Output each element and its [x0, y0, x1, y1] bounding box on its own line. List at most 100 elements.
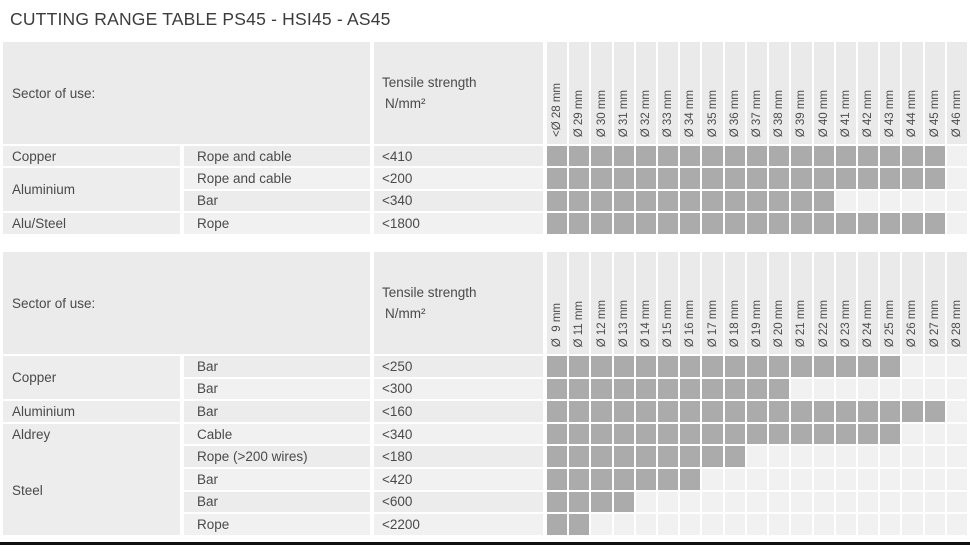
diameter-label: Ø 36 mm — [728, 89, 741, 137]
diameter-column-header: Ø 17 mm — [702, 252, 723, 354]
range-cell-filled — [902, 168, 923, 189]
diameter-column-header: Ø 40 mm — [813, 42, 834, 144]
range-cell-empty — [946, 378, 967, 400]
range-cell-filled — [746, 213, 768, 234]
diameter-label: Ø 9 mm — [551, 302, 564, 347]
range-cell-empty — [924, 468, 945, 490]
range-cell-filled — [658, 146, 679, 167]
range-cell-empty — [902, 446, 923, 467]
range-cell-empty — [791, 378, 812, 400]
range-cell-empty — [835, 514, 856, 535]
range-cell-empty — [924, 190, 945, 212]
range-row — [547, 376, 967, 400]
diameter-label: Ø 26 mm — [906, 299, 919, 347]
range-cell-empty — [613, 514, 634, 535]
diameter-column-header: Ø 42 mm — [857, 42, 879, 144]
range-cell-empty — [746, 446, 768, 467]
material-cell: Copper — [3, 354, 180, 400]
range-cell-empty — [880, 378, 901, 400]
range-cell-filled — [880, 146, 901, 167]
range-cell-empty — [769, 468, 790, 490]
range-cell-filled — [613, 446, 634, 467]
diameter-column-header: Ø 33 mm — [658, 42, 679, 144]
range-cell-filled — [680, 378, 701, 400]
range-cell-filled — [769, 401, 790, 422]
range-cell-empty — [791, 491, 812, 513]
range-cell-filled — [702, 423, 723, 445]
material-column: Copper Aluminium Aldrey Steel — [3, 354, 180, 535]
range-cell-empty — [857, 190, 879, 212]
range-cell-filled — [702, 168, 723, 189]
range-cell-filled — [613, 468, 634, 490]
sector-of-use-header: Sector of use: — [3, 42, 370, 144]
diameter-label: Ø 23 mm — [839, 299, 852, 347]
range-cell-filled — [902, 146, 923, 167]
range-cell-filled — [835, 423, 856, 445]
range-cell-filled — [569, 378, 590, 400]
diameter-column-header: Ø 25 mm — [880, 252, 901, 354]
range-cell-empty — [880, 514, 901, 535]
range-cell-filled — [613, 491, 634, 513]
tensile-strength-cell: <200 — [374, 166, 543, 189]
range-cell-filled — [658, 378, 679, 400]
table-header: Sector of use: Tensile strength N/mm² Ø … — [3, 252, 967, 354]
diameter-label: Ø 19 mm — [750, 299, 763, 347]
type-cell: Bar — [184, 466, 370, 490]
diameter-label: Ø 22 mm — [817, 299, 830, 347]
range-cell-filled — [746, 378, 768, 400]
range-row — [547, 444, 967, 467]
range-cell-empty — [946, 401, 967, 422]
range-cell-filled — [547, 468, 568, 490]
range-cell-empty — [857, 514, 879, 535]
range-cell-filled — [591, 446, 612, 467]
range-cell-empty — [857, 446, 879, 467]
range-cell-empty — [835, 190, 856, 212]
type-cell: Bar — [184, 399, 370, 422]
tensile-strength-cell: <420 — [374, 466, 543, 490]
material-label: Alu/Steel — [12, 215, 67, 231]
range-cell-filled — [680, 213, 701, 234]
range-cell-empty — [924, 446, 945, 467]
range-cell-filled — [547, 423, 568, 445]
bottom-divider — [0, 542, 970, 545]
tensile-strength-cell: <250 — [374, 354, 543, 377]
range-row — [547, 512, 967, 535]
range-row — [547, 188, 967, 212]
diameter-column-header: Ø 24 mm — [857, 252, 879, 354]
diameter-label: Ø 20 mm — [773, 299, 786, 347]
range-cell-empty — [658, 491, 679, 513]
range-cell-filled — [902, 401, 923, 422]
range-cell-filled — [613, 168, 634, 189]
range-cell-filled — [658, 446, 679, 467]
tensile-strength-cell: <300 — [374, 376, 543, 400]
range-cell-filled — [547, 190, 568, 212]
material-label: Aldrey — [12, 426, 51, 442]
range-cell-filled — [635, 356, 657, 377]
range-cell-filled — [813, 168, 834, 189]
table-body: Copper Aluminium Aldrey Steel Bar Bar Bar Cabl… — [3, 354, 967, 535]
range-cell-filled — [658, 190, 679, 212]
material-cell: Aluminium — [3, 166, 180, 212]
range-cell-empty — [769, 514, 790, 535]
range-cell-filled — [547, 168, 568, 189]
diameter-label: Ø 24 mm — [862, 299, 875, 347]
diameter-label: Ø 28 mm — [950, 299, 963, 347]
range-cell-filled — [635, 446, 657, 467]
range-cell-filled — [724, 356, 745, 377]
diameter-column-header: Ø 46 mm — [946, 42, 967, 144]
range-cell-empty — [724, 491, 745, 513]
range-cell-filled — [724, 146, 745, 167]
diameter-label: Ø 40 mm — [817, 89, 830, 137]
range-cell-filled — [813, 190, 834, 212]
diameter-label: Ø 46 mm — [950, 89, 963, 137]
material-cell: Steel — [3, 444, 180, 535]
range-cell-filled — [613, 213, 634, 234]
range-cell-filled — [635, 378, 657, 400]
type-cell: Rope and cable — [184, 144, 370, 167]
diameter-column-header: Ø 13 mm — [613, 252, 634, 354]
type-column: Bar Bar Bar Cable Rope (>200 wires) Bar Bar Rop… — [180, 354, 370, 535]
range-cell-empty — [791, 468, 812, 490]
diameter-label: Ø 16 mm — [684, 299, 697, 347]
diameter-label: Ø 17 mm — [706, 299, 719, 347]
